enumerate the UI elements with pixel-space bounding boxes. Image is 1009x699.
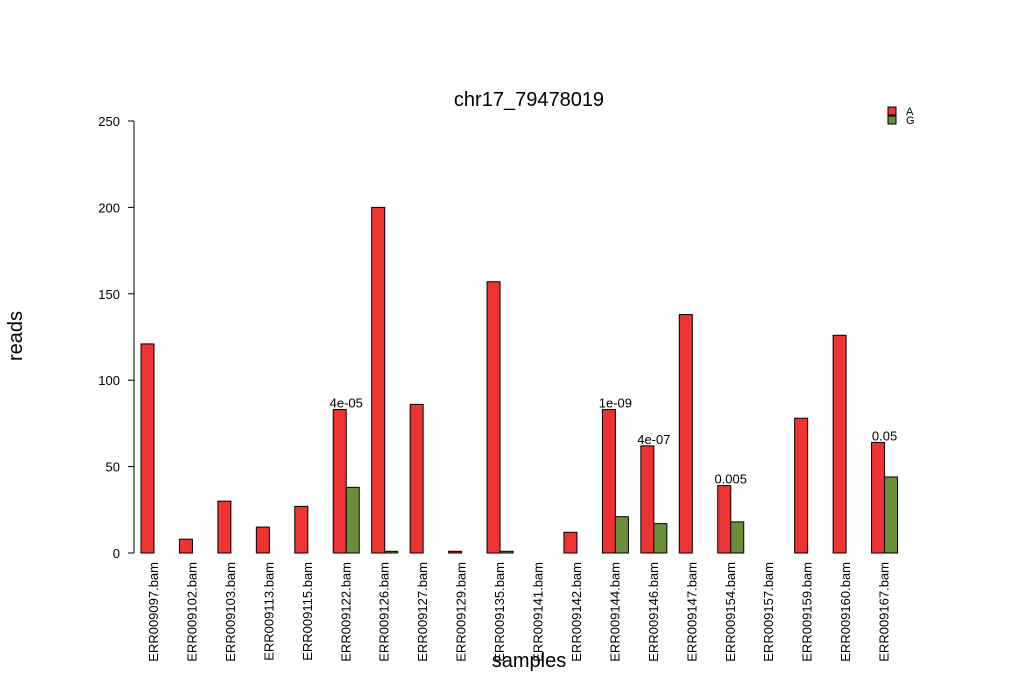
x-tick-labels: ERR009097.bam ERR009102.bam ERR009103.bam E… (146, 562, 892, 662)
bar-g (384, 550, 399, 554)
y-tick-label: 250 (98, 114, 120, 129)
x-tick-label: ERR009103.bam (223, 562, 238, 662)
y-tick-label: 100 (98, 373, 120, 388)
x-tick-label: ERR009122.bam (338, 562, 353, 662)
y-tick-label: 0 (113, 546, 120, 561)
y-axis-label: reads (5, 311, 27, 361)
bar-a (678, 314, 693, 554)
legend-label: G (906, 115, 915, 127)
x-tick-label: ERR009167.bam (877, 562, 892, 662)
chart-title: chr17_79478019 (454, 89, 604, 111)
bar-a (486, 281, 501, 554)
bar-g (884, 476, 899, 554)
legend: AG (887, 106, 915, 127)
x-tick-label: ERR009102.bam (184, 562, 199, 662)
bar-g (730, 521, 745, 554)
x-tick-label: ERR009127.bam (415, 562, 430, 662)
bar-a (563, 531, 578, 554)
bar-g (345, 486, 360, 554)
bar-a (871, 441, 886, 554)
bar-a (255, 526, 270, 554)
bar-a (794, 417, 809, 554)
bars-group (140, 206, 899, 554)
x-tick-label: ERR009154.bam (723, 562, 738, 662)
x-tick-label: ERR009141.bam (531, 562, 546, 662)
x-tick-label: ERR009160.bam (838, 562, 853, 662)
y-tick-label: 50 (106, 460, 120, 475)
x-tick-label: ERR009135.bam (492, 562, 507, 662)
x-tick-label: ERR009142.bam (569, 562, 584, 662)
x-tick-label: ERR009129.bam (454, 562, 469, 662)
bar-a (332, 409, 347, 554)
legend-label: A (906, 106, 914, 118)
bar-g (499, 550, 514, 554)
x-tick-label: ERR009126.bam (377, 562, 392, 662)
bar-a (294, 505, 309, 554)
x-tick-label: ERR009147.bam (684, 562, 699, 662)
bar-a (409, 403, 424, 554)
legend-swatch-g (887, 115, 897, 125)
x-tick-label: ERR009157.bam (761, 562, 776, 662)
bar-a (832, 334, 847, 554)
annotation-label: 0.05 (872, 428, 897, 443)
bar-a (217, 500, 232, 554)
bar-a (717, 485, 732, 554)
legend-swatch-a (887, 106, 897, 116)
bar-g (653, 523, 668, 554)
x-tick-label: ERR009097.bam (146, 562, 161, 662)
x-axis-label: samples (492, 650, 566, 672)
y-tick-label: 200 (98, 200, 120, 215)
annotation-label: 1e-09 (599, 396, 632, 411)
bar-a (640, 445, 655, 554)
annotation-label: 0.005 (714, 472, 747, 487)
bar-a (601, 409, 616, 554)
bar-a (178, 538, 193, 554)
annotations-group: 4e-05 1e-09 4e-07 0.005 0.05 (330, 396, 898, 487)
x-tick-label: ERR009146.bam (646, 562, 661, 662)
x-tick-label: ERR009113.bam (261, 562, 276, 661)
y-tick-label: 150 (98, 287, 120, 302)
bar-a (448, 550, 463, 554)
annotation-label: 4e-07 (637, 432, 670, 447)
bar-a (371, 206, 386, 554)
y-axis: 0 50 100 150 200 250 (98, 114, 135, 561)
bar-g (614, 516, 629, 554)
annotation-label: 4e-05 (330, 396, 363, 411)
bar-a (140, 343, 155, 554)
x-tick-label: ERR009159.bam (800, 562, 815, 662)
x-tick-label: ERR009115.bam (300, 562, 315, 661)
x-tick-label: ERR009144.bam (607, 562, 622, 662)
